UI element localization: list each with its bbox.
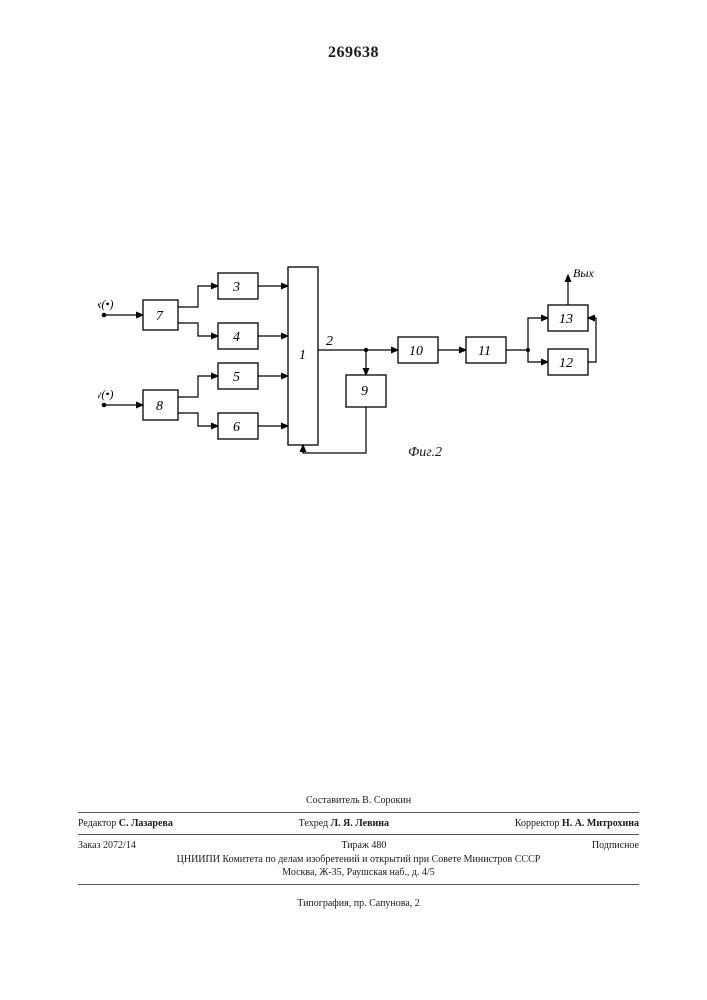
node-1-label: 1 — [299, 348, 306, 363]
footer-typography: Типография, пр. Сапунова, 2 — [78, 897, 639, 911]
input-y-label: y(•) — [98, 387, 114, 401]
footer-order: Заказ 2072/14 — [78, 839, 136, 853]
node-11-label: 11 — [478, 344, 491, 359]
footer-techred: Техред Л. Я. Левина — [299, 817, 389, 831]
node-7-label: 7 — [156, 309, 164, 324]
edge-11-13 — [528, 318, 548, 350]
diagram-svg: x(•) y(•) 7 8 3 4 5 6 — [98, 255, 598, 475]
footer-org: ЦНИИПИ Комитета по делам изобретений и о… — [78, 853, 639, 867]
footer-address: Москва, Ж-35, Раушская наб., д. 4/5 — [78, 866, 639, 880]
edge-12-13 — [588, 318, 596, 362]
node-4-label: 4 — [233, 330, 240, 345]
input-x-label: x(•) — [98, 297, 114, 311]
patent-number: 269638 — [0, 44, 707, 62]
edge-7-3 — [178, 286, 218, 307]
block-diagram: x(•) y(•) 7 8 3 4 5 6 — [98, 255, 598, 495]
node-10-label: 10 — [409, 344, 423, 359]
edge-8-6 — [178, 413, 218, 426]
footer-compiler: Составитель В. Сорокин — [78, 794, 639, 808]
node-13-label: 13 — [559, 312, 573, 327]
port-2-label: 2 — [326, 334, 333, 349]
node-9-label: 9 — [361, 384, 368, 399]
edge-11-12 — [528, 350, 548, 362]
footer-subscr: Подписное — [592, 839, 639, 853]
node-12-label: 12 — [559, 356, 573, 371]
edge-7-4 — [178, 323, 218, 336]
node-6-label: 6 — [233, 420, 240, 435]
figure-label: Фиг.2 — [408, 445, 442, 461]
footer-editor: Редактор С. Лазарева — [78, 817, 173, 831]
node-8-label: 8 — [156, 399, 163, 414]
page: 269638 x(•) y(•) 7 8 — [0, 0, 707, 1000]
node-5-label: 5 — [233, 370, 240, 385]
output-label: Вых — [573, 266, 594, 280]
edge-8-5 — [178, 376, 218, 397]
footer-tirazh: Тираж 480 — [341, 839, 386, 853]
node-3-label: 3 — [232, 280, 240, 295]
footer-corrector: Корректор Н. А. Митрохина — [515, 817, 639, 831]
footer: Составитель В. Сорокин Редактор С. Лазар… — [78, 794, 639, 910]
